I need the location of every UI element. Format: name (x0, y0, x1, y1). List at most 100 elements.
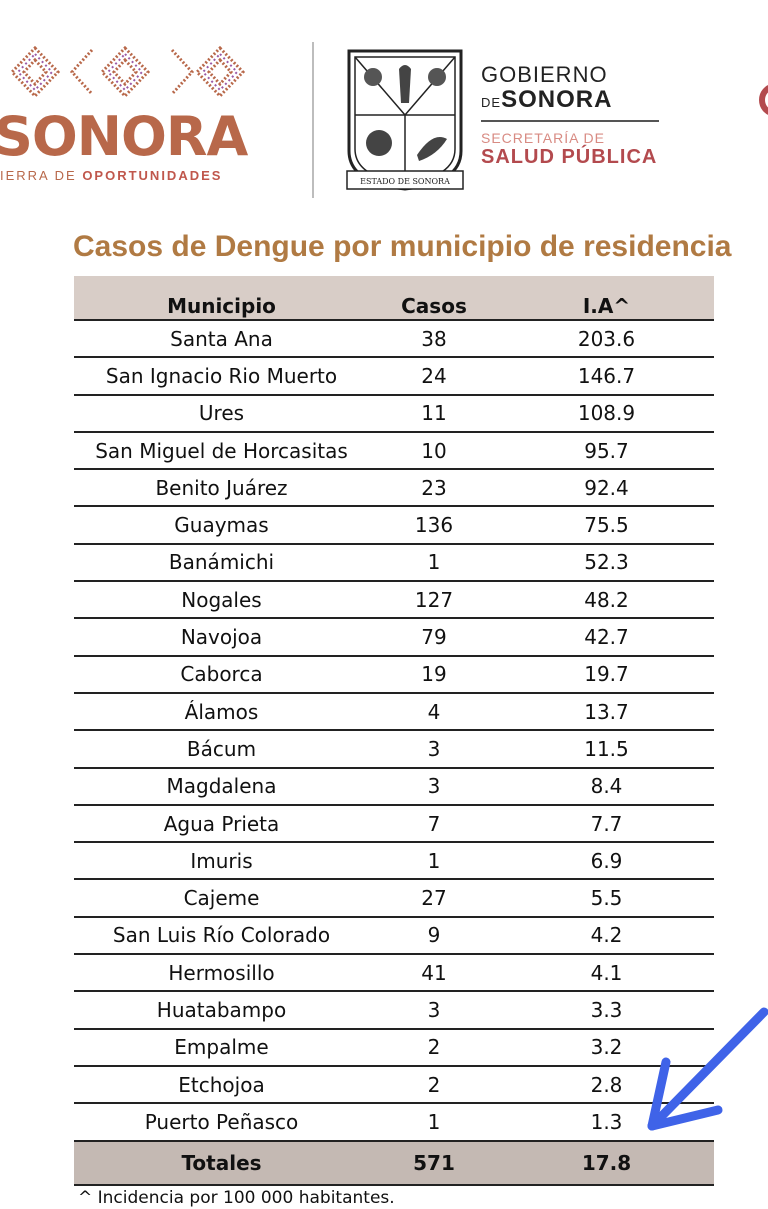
cell-municipio: Ures (74, 394, 369, 433)
cell-municipio: Empalme (74, 1028, 369, 1067)
cell-casos: 2 (369, 1028, 499, 1067)
cell-casos: 79 (369, 618, 499, 657)
cell-municipio: San Luis Río Colorado (74, 916, 369, 956)
cell-municipio: Etchojoa (74, 1065, 369, 1105)
table-row: Nogales 127 48.2 (74, 581, 714, 620)
cell-ia: 108.9 (499, 394, 714, 433)
page-title: Casos de Dengue por municipio de residen… (73, 230, 732, 263)
cell-municipio: Cajeme (74, 879, 369, 918)
cell-casos: 27 (369, 879, 499, 918)
header-divider (312, 42, 314, 198)
cell-ia: 3.2 (499, 1028, 714, 1067)
cell-ia: 95.7 (499, 431, 714, 471)
annotation-arrow-icon (630, 990, 768, 1140)
cell-casos: 23 (369, 469, 499, 508)
cell-ia: 4.1 (499, 954, 714, 993)
cell-ia: 11.5 (499, 730, 714, 769)
gov-line-de: DE (481, 95, 502, 110)
cell-municipio: Hermosillo (74, 954, 369, 993)
table-row: San Luis Río Colorado 9 4.2 (74, 916, 714, 956)
cell-municipio: Imuris (74, 842, 369, 881)
cell-municipio: San Miguel de Horcasitas (74, 431, 369, 471)
table-row: Guaymas 136 75.5 (74, 506, 714, 545)
table-row: Álamos 4 13.7 (74, 692, 714, 732)
table-row: Benito Juárez 23 92.4 (74, 469, 714, 508)
sonora-tagline-prefix: IERRA DE (0, 168, 77, 183)
cell-municipio: San Ignacio Rio Muerto (74, 357, 369, 396)
cell-ia: 42.7 (499, 618, 714, 657)
cell-ia: 5.5 (499, 879, 714, 918)
cell-ia: 3.3 (499, 991, 714, 1030)
cell-casos: 127 (369, 581, 499, 620)
table-row: Huatabampo 3 3.3 (74, 991, 714, 1030)
column-header-municipio: Municipio (74, 276, 369, 321)
sonora-wordmark: SONORA (0, 105, 248, 168)
cell-ia: 19.7 (499, 655, 714, 694)
table-row: Empalme 2 3.2 (74, 1028, 714, 1067)
cell-municipio: Navojoa (74, 618, 369, 657)
cell-ia: 146.7 (499, 357, 714, 396)
totals-casos: 571 (369, 1140, 499, 1186)
partial-logo-icon (756, 80, 768, 120)
totals-ia: 17.8 (499, 1140, 714, 1186)
table-body: Santa Ana 38 203.6 San Ignacio Rio Muerto 24… (74, 320, 714, 1142)
table-row: Puerto Peñasco 1 1.3 (74, 1103, 714, 1142)
cell-ia: 8.4 (499, 767, 714, 806)
cell-ia: 203.6 (499, 320, 714, 359)
cell-casos: 3 (369, 991, 499, 1030)
table-row: Etchojoa 2 2.8 (74, 1065, 714, 1105)
cell-casos: 19 (369, 655, 499, 694)
cell-municipio: Guaymas (74, 506, 369, 545)
column-header-casos: Casos (369, 276, 499, 321)
cell-casos: 4 (369, 692, 499, 732)
cell-casos: 1 (369, 1103, 499, 1142)
cell-municipio: Puerto Peñasco (74, 1103, 369, 1142)
table-row: San Ignacio Rio Muerto 24 146.7 (74, 357, 714, 396)
totals-row: Totales 571 17.8 (74, 1140, 714, 1186)
gov-rule (481, 120, 659, 122)
footnote: ^ Incidencia por 100 000 habitantes. (78, 1188, 395, 1208)
cell-casos: 10 (369, 431, 499, 471)
table-row: Navojoa 79 42.7 (74, 618, 714, 657)
cell-municipio: Huatabampo (74, 991, 369, 1030)
table-row: Banámichi 1 52.3 (74, 543, 714, 583)
table-row: Ures 11 108.9 (74, 394, 714, 433)
sonora-logo (0, 40, 290, 200)
table-row: Magdalena 3 8.4 (74, 767, 714, 806)
seal-label: ESTADO DE SONORA (360, 177, 450, 186)
cell-casos: 11 (369, 394, 499, 433)
government-logo: GOBIERNO DESONORA SECRETARÍA DE SALUD PÚ… (481, 62, 659, 169)
cell-ia: 48.2 (499, 581, 714, 620)
table-row: Agua Prieta 7 7.7 (74, 804, 714, 844)
cell-casos: 24 (369, 357, 499, 396)
cell-casos: 41 (369, 954, 499, 993)
cell-municipio: Benito Juárez (74, 469, 369, 508)
cell-municipio: Álamos (74, 692, 369, 732)
cell-municipio: Santa Ana (74, 320, 369, 359)
sonora-tagline-bold: OPORTUNIDADES (82, 168, 223, 183)
cell-municipio: Agua Prieta (74, 804, 369, 844)
cell-casos: 3 (369, 730, 499, 769)
cell-municipio: Nogales (74, 581, 369, 620)
table-row: Caborca 19 19.7 (74, 655, 714, 694)
gov-line-salud: SALUD PÚBLICA (481, 146, 658, 168)
cell-ia: 52.3 (499, 543, 714, 583)
cell-municipio: Banámichi (74, 543, 369, 583)
table-header-row: Municipio Casos I.A^ (74, 276, 714, 321)
gov-line-sonora: DESONORA (481, 88, 659, 115)
cell-casos: 1 (369, 543, 499, 583)
dengue-cases-table: Municipio Casos I.A^ Santa Ana 38 203.6 San… (74, 276, 714, 1186)
cell-ia: 92.4 (499, 469, 714, 508)
cell-ia: 4.2 (499, 916, 714, 956)
cell-municipio: Caborca (74, 655, 369, 694)
sonora-tagline: IERRA DE OPORTUNIDADES (0, 168, 222, 183)
cell-ia: 6.9 (499, 842, 714, 881)
table-row: Cajeme 27 5.5 (74, 879, 714, 918)
cell-casos: 1 (369, 842, 499, 881)
cell-ia: 13.7 (499, 692, 714, 732)
cell-casos: 9 (369, 916, 499, 956)
page-header: SONORA IERRA DE OPORTUNIDADES ESTADO DE … (0, 0, 768, 215)
cell-casos: 2 (369, 1065, 499, 1105)
gov-line-sonora-big: SONORA (501, 86, 613, 113)
gov-line-secretaria: SECRETARÍA DE (481, 130, 605, 146)
